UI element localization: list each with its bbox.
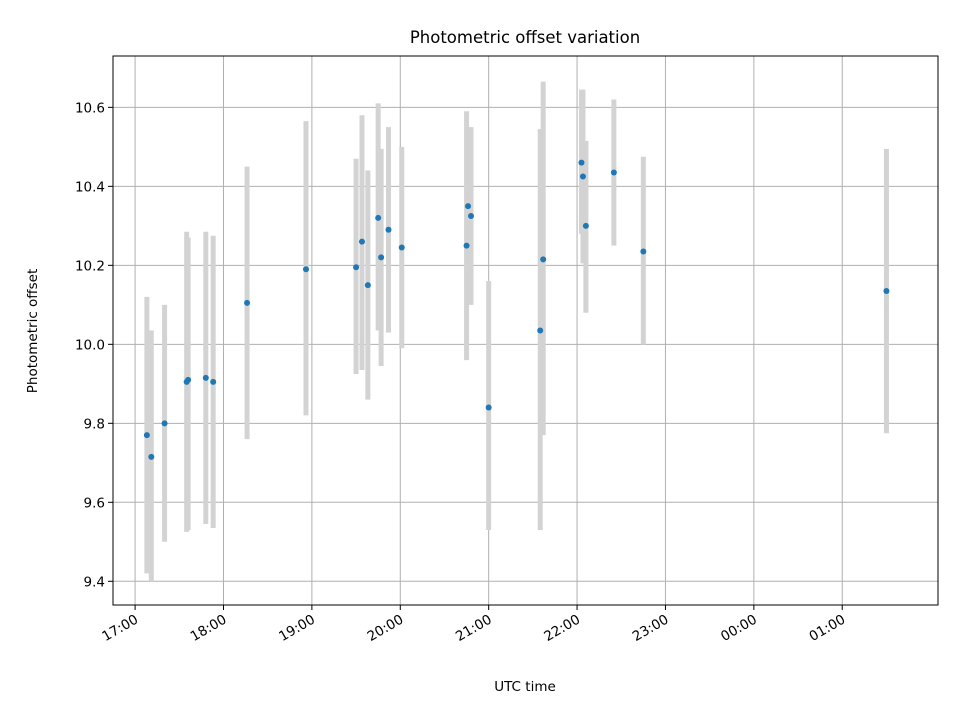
data-point bbox=[398, 244, 405, 251]
y-tick-label: 10.0 bbox=[75, 337, 105, 353]
x-axis-label: UTC time bbox=[494, 679, 556, 695]
data-point bbox=[148, 453, 155, 460]
y-axis-label: Photometric offset bbox=[25, 269, 41, 393]
data-point bbox=[463, 242, 470, 249]
data-point bbox=[485, 404, 492, 411]
y-axis-ticks: 9.4 9.6 9.8 10.0 10.2 10.4 10.6 bbox=[75, 100, 113, 590]
data-point bbox=[579, 173, 586, 180]
data-point bbox=[385, 226, 392, 233]
data-point bbox=[610, 169, 617, 176]
data-point bbox=[161, 420, 168, 427]
chart-title: Photometric offset variation bbox=[410, 28, 640, 47]
data-point bbox=[883, 288, 890, 295]
data-point bbox=[537, 327, 544, 334]
y-tick-label: 10.4 bbox=[75, 179, 105, 195]
y-tick-label: 9.8 bbox=[84, 416, 105, 432]
data-point bbox=[302, 266, 309, 273]
data-point bbox=[244, 299, 251, 306]
data-point bbox=[185, 376, 192, 383]
data-point bbox=[364, 282, 371, 289]
data-point bbox=[358, 238, 365, 245]
data-point bbox=[210, 378, 217, 385]
y-tick-label: 9.4 bbox=[84, 574, 105, 590]
data-point bbox=[375, 214, 382, 221]
data-point bbox=[353, 264, 360, 271]
plot-frame bbox=[112, 55, 939, 606]
data-point bbox=[465, 203, 472, 210]
data-point bbox=[640, 248, 647, 255]
data-point bbox=[467, 212, 474, 219]
data-point bbox=[582, 222, 589, 229]
y-tick-label: 9.6 bbox=[84, 495, 105, 511]
y-tick-label: 10.2 bbox=[75, 258, 105, 274]
data-point bbox=[540, 256, 547, 263]
y-tick-label: 10.6 bbox=[75, 100, 105, 116]
data-point bbox=[578, 159, 585, 166]
data-point bbox=[378, 254, 385, 261]
data-points bbox=[143, 159, 890, 460]
data-point bbox=[143, 432, 150, 439]
data-point bbox=[202, 374, 209, 381]
